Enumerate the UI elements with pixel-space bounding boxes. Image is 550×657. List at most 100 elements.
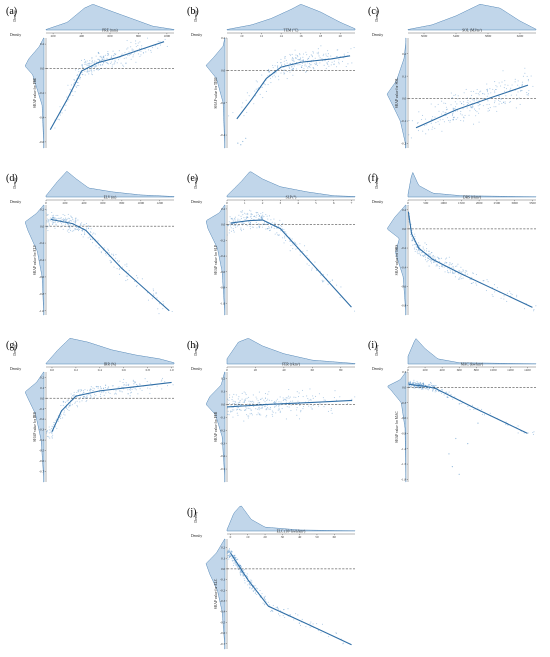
scatter-point bbox=[288, 67, 290, 69]
scatter-point bbox=[428, 254, 430, 256]
scatter-point bbox=[241, 106, 243, 108]
scatter-point bbox=[437, 103, 439, 105]
scatter-point bbox=[470, 105, 472, 107]
scatter-point bbox=[56, 218, 58, 220]
scatter-point bbox=[496, 86, 498, 88]
scatter-point bbox=[330, 55, 332, 57]
scatter-point bbox=[445, 102, 447, 104]
scatter-point bbox=[289, 614, 291, 616]
scatter-point bbox=[283, 69, 285, 72]
x-axis-title: TEM (°C) bbox=[284, 29, 300, 33]
scatter-point bbox=[162, 308, 164, 310]
scatter-point bbox=[237, 142, 239, 144]
scatter-point bbox=[284, 57, 286, 60]
scatter-point bbox=[150, 50, 152, 52]
scatter-point bbox=[51, 437, 53, 439]
scatter-point bbox=[258, 218, 260, 220]
scatter-point bbox=[317, 51, 320, 53]
scatter-point bbox=[113, 266, 115, 268]
scatter-point bbox=[263, 83, 265, 85]
scatter-point bbox=[273, 218, 275, 220]
scatter-point bbox=[470, 90, 472, 92]
scatter-point bbox=[72, 90, 74, 92]
scatter-point bbox=[490, 92, 492, 94]
scatter-point bbox=[445, 258, 447, 260]
scatter-point bbox=[93, 393, 96, 395]
scatter-point bbox=[89, 393, 91, 395]
scatter-point bbox=[289, 396, 291, 398]
scatter-point bbox=[255, 88, 257, 90]
scatter-point bbox=[437, 265, 439, 267]
x-tick-label: 0 bbox=[226, 368, 228, 372]
scatter-point bbox=[268, 391, 270, 393]
scatter-point bbox=[491, 294, 493, 296]
scatter-point bbox=[467, 443, 469, 445]
scatter-point bbox=[73, 395, 75, 397]
scatter-point bbox=[232, 564, 234, 567]
scatter-point bbox=[242, 214, 244, 216]
y-tick-label: -0.6 bbox=[39, 140, 45, 144]
scatter-point bbox=[516, 294, 518, 296]
scatter-point bbox=[89, 63, 91, 65]
scatter-point bbox=[89, 236, 91, 238]
scatter-point bbox=[115, 393, 118, 395]
scatter-point bbox=[426, 124, 428, 126]
scatter-point bbox=[47, 229, 49, 232]
left-density-curve bbox=[25, 37, 45, 149]
scatter-point bbox=[291, 53, 293, 56]
scatter-point bbox=[446, 257, 448, 259]
scatter-point bbox=[101, 59, 103, 61]
scatter-point bbox=[261, 215, 263, 217]
scatter-point bbox=[279, 410, 281, 412]
scatter-point bbox=[107, 51, 109, 53]
scatter-point bbox=[257, 213, 259, 215]
scatter-point bbox=[73, 394, 75, 396]
scatter-point bbox=[287, 395, 289, 397]
scatter-point bbox=[266, 228, 268, 230]
scatter-point bbox=[245, 406, 247, 408]
scatter-point bbox=[517, 425, 519, 427]
scatter-point bbox=[422, 248, 424, 250]
scatter-point bbox=[257, 412, 259, 414]
scatter-point bbox=[152, 47, 154, 49]
x-axis-title: DRS (t/km²) bbox=[463, 196, 482, 200]
scatter-point bbox=[418, 252, 420, 254]
scatter-point bbox=[63, 410, 65, 412]
scatter-point bbox=[240, 218, 242, 220]
scatter-point bbox=[442, 111, 444, 113]
x-tick-label: 800 bbox=[119, 201, 124, 205]
scatter-point bbox=[454, 108, 456, 110]
scatter-point bbox=[235, 565, 237, 567]
scatter-point bbox=[296, 414, 298, 416]
scatter-point bbox=[87, 225, 89, 228]
scatter-point bbox=[432, 116, 434, 118]
scatter-point bbox=[98, 53, 100, 55]
scatter-point bbox=[150, 51, 152, 53]
scatter-point bbox=[418, 383, 420, 385]
y-tick-label: -0.2 bbox=[39, 241, 45, 245]
scatter-point bbox=[251, 582, 253, 584]
scatter-point bbox=[248, 415, 250, 417]
scatter-point bbox=[237, 218, 239, 220]
scatter-point bbox=[423, 384, 425, 386]
y-tick-label: -0.6 bbox=[220, 270, 226, 274]
scatter-point bbox=[84, 74, 86, 76]
scatter-point bbox=[325, 53, 327, 55]
scatter-point bbox=[438, 257, 440, 259]
y-axis-title: SHAP value for TEM bbox=[214, 77, 218, 109]
scatter-point bbox=[79, 78, 81, 80]
scatter-point bbox=[454, 101, 456, 103]
scatter-point bbox=[327, 55, 329, 57]
scatter-point bbox=[414, 248, 416, 250]
scatter-point bbox=[444, 262, 446, 264]
scatter-point bbox=[504, 90, 506, 92]
scatter-point bbox=[85, 223, 87, 225]
scatter-point bbox=[228, 556, 230, 558]
scatter-point bbox=[59, 106, 61, 108]
scatter-point bbox=[99, 56, 101, 58]
scatter-point bbox=[279, 219, 281, 221]
scatter-point bbox=[81, 229, 83, 231]
scatter-point bbox=[273, 74, 275, 76]
scatter-point bbox=[472, 105, 474, 107]
